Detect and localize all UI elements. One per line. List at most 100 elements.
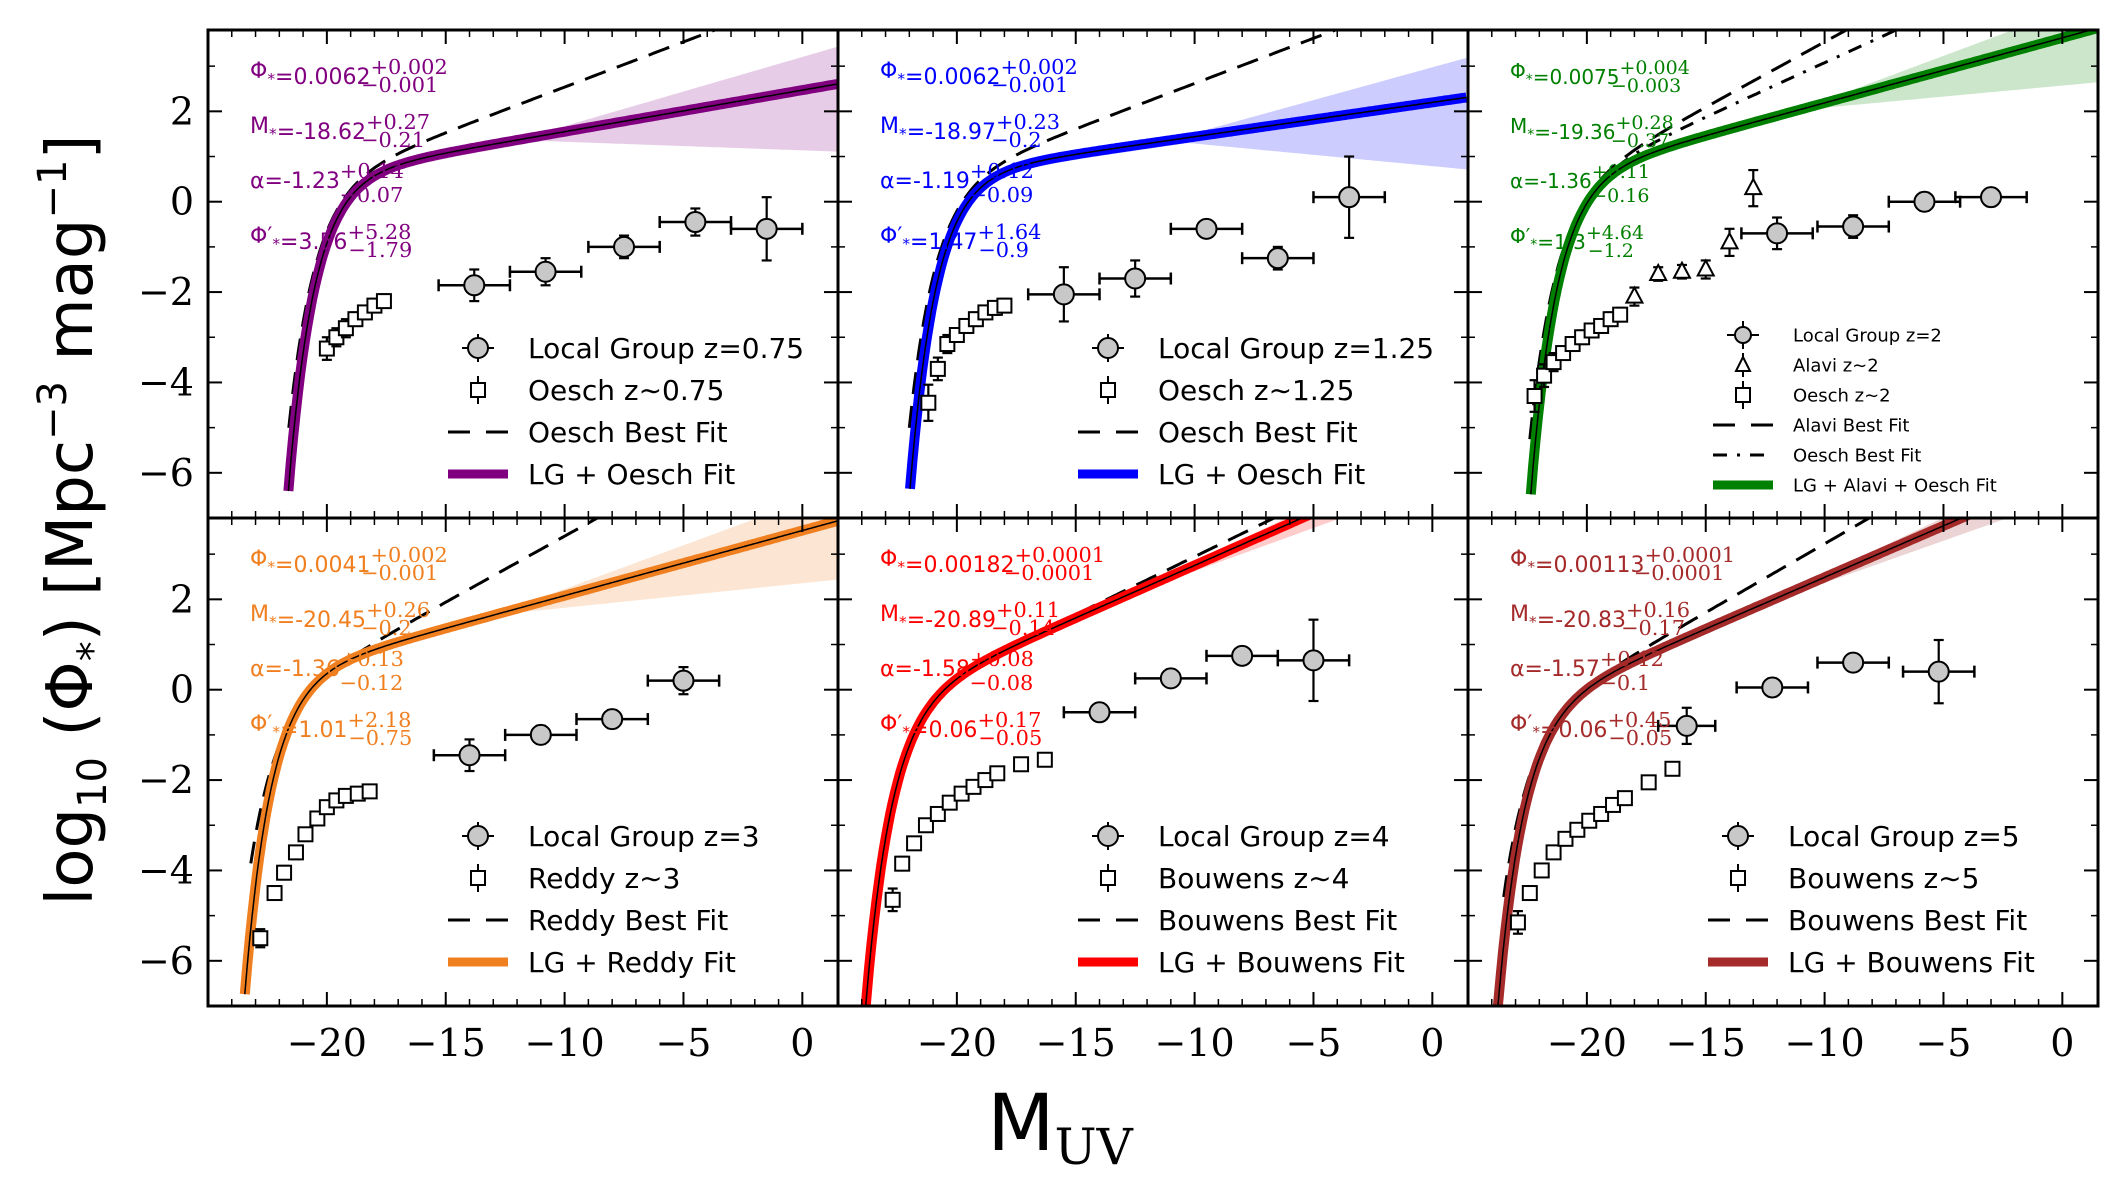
plot-area	[1492, 518, 2008, 1006]
observed-point	[1569, 821, 1586, 838]
legend-entry: LG + Reddy Fit	[448, 946, 736, 979]
lg-fit-line-core	[1530, 30, 2094, 495]
y-tick-label: −2	[138, 758, 194, 802]
legend-label: Oesch z∼1.25	[1158, 374, 1354, 407]
y-tick-label: −6	[138, 939, 194, 983]
legend-label: LG + Oesch Fit	[528, 458, 735, 491]
legend-entry: Oesch z∼0.75	[470, 374, 724, 407]
observed-point	[1640, 774, 1657, 791]
legend-entry: Oesch Best Fit	[448, 416, 728, 449]
observed-point	[1616, 790, 1633, 807]
observed-point	[1526, 388, 1543, 404]
legend-entry: LG + Alavi + Oesch Fit	[1713, 475, 1997, 496]
lg-fit-line-core	[864, 518, 1304, 1006]
y-tick-label: −6	[138, 451, 194, 495]
best-fit-line	[287, 30, 719, 428]
x-tick-label: −10	[1785, 1021, 1865, 1065]
legend-label: Oesch Best Fit	[528, 416, 728, 449]
local-group-point	[1088, 701, 1111, 724]
x-tick-label: 0	[2050, 1021, 2074, 1065]
observed-point	[917, 817, 934, 834]
param-mstar: M*=-18.97+0.23	[880, 110, 1060, 145]
legend-label: Local Group z=4	[1158, 820, 1390, 853]
legend-triangle-marker	[1734, 354, 1752, 372]
x-tick-label: −15	[1666, 1021, 1746, 1065]
observed-point	[297, 826, 314, 843]
local-group-point	[1302, 649, 1325, 672]
legend-entry: Oesch z∼2	[1735, 381, 1891, 409]
legend-label: Local Group z=0.75	[528, 332, 804, 365]
legend-label: Oesch z∼0.75	[528, 374, 724, 407]
legend-label: Bouwens z∼4	[1158, 862, 1349, 895]
plot-area	[1525, 30, 2098, 500]
param-alpha-lower: −0.07	[339, 183, 403, 207]
param-alpha-lower: −0.09	[969, 183, 1033, 207]
panel-z3: −20 −15 −10 −5 0−6−4−202Φ*=0.0041+0.002−0.00…	[138, 516, 840, 1065]
legend-label: Oesch z∼2	[1793, 385, 1891, 406]
x-tick-label: −20	[917, 1021, 997, 1065]
observed-point	[884, 891, 901, 908]
triangle-point	[1696, 258, 1716, 277]
param-phip-lower: −0.9	[978, 238, 1029, 262]
legend-entry: Alavi z∼2	[1734, 353, 1879, 377]
param-phi-lower: −0.001	[361, 561, 438, 585]
legend-entry: Bouwens Best Fit	[1078, 904, 1397, 937]
x-tick-label: −5	[1285, 1021, 1341, 1065]
param-phip: Φ′*=1.3+4.64	[1510, 222, 1644, 254]
observed-point	[989, 765, 1006, 782]
legend-label: LG + Bouwens Fit	[1158, 946, 1405, 979]
best-fit-line	[907, 30, 1340, 428]
local-group-point	[1913, 190, 1936, 213]
lg-fit-line-core	[244, 520, 838, 995]
param-mstar-lower: −0.21	[361, 128, 425, 152]
legend-label: Reddy Best Fit	[528, 904, 728, 937]
param-alpha: α=-1.36+0.13	[250, 647, 404, 682]
local-group-point	[1266, 247, 1289, 270]
y-tick-label: −2	[138, 270, 194, 314]
observed-point	[266, 885, 283, 902]
x-tick-label: −5	[655, 1021, 711, 1065]
y-tick-label: 0	[170, 668, 194, 712]
legend-label: LG + Oesch Fit	[1158, 458, 1365, 491]
legend-label: Alavi Best Fit	[1793, 415, 1909, 436]
local-group-point	[1927, 660, 1950, 683]
legend-square-marker	[1100, 870, 1116, 886]
observed-point	[1013, 756, 1030, 773]
lg-fit-line-core	[287, 83, 838, 492]
plot-area	[860, 518, 1351, 1006]
legend-entry: Reddy z∼3	[470, 862, 680, 895]
legend-circle-marker	[467, 337, 489, 359]
observed-point	[920, 394, 937, 411]
legend-square-marker	[1735, 387, 1751, 403]
y-tick-label: −4	[138, 360, 194, 404]
legend-label: Reddy z∼3	[528, 862, 680, 895]
legend-square-marker	[470, 870, 486, 886]
lg-fit-line-core	[1497, 518, 1964, 1006]
legend-circle-marker	[1727, 825, 1749, 847]
param-phip-lower: −0.75	[348, 726, 412, 750]
legend-label: Local Group z=2	[1793, 325, 1942, 346]
x-tick-label: 0	[1420, 1021, 1444, 1065]
param-phi-lower: −0.0001	[1004, 561, 1095, 585]
best-fit-line	[249, 518, 601, 864]
param-mstar-lower: −0.2	[361, 616, 412, 640]
x-tick-label: −10	[1155, 1021, 1235, 1065]
param-phip-lower: −1.2	[1588, 240, 1634, 262]
legend-entry: Oesch z∼1.25	[1100, 374, 1354, 407]
legend-entry: Local Group z=3	[462, 820, 760, 853]
param-phi-lower: −0.001	[991, 73, 1068, 97]
observed-point	[1557, 830, 1574, 847]
legend-entry: Local Group z=5	[1722, 820, 2020, 853]
local-group-point	[534, 260, 557, 283]
param-mstar: M*=-18.62+0.27	[250, 110, 430, 145]
observed-point	[996, 297, 1013, 314]
param-alpha-lower: −0.08	[969, 671, 1033, 695]
param-phi: Φ*=0.0075+0.004	[1510, 57, 1690, 89]
param-phip-lower: −0.05	[978, 726, 1042, 750]
param-mstar: M*=-20.45+0.26	[250, 598, 430, 633]
fit-uncertainty-band	[244, 518, 837, 1000]
observed-point	[1509, 914, 1526, 931]
x-tick-label: −5	[1915, 1021, 1971, 1065]
x-tick-label: 0	[790, 1021, 814, 1065]
